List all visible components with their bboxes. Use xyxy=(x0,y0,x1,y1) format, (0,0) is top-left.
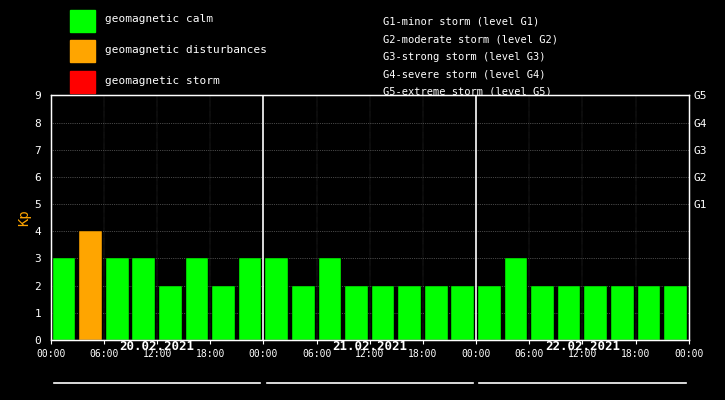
Y-axis label: Kp: Kp xyxy=(17,209,31,226)
FancyBboxPatch shape xyxy=(70,71,96,93)
Text: geomagnetic calm: geomagnetic calm xyxy=(105,14,213,24)
Bar xyxy=(558,286,581,340)
Bar xyxy=(425,286,447,340)
Bar xyxy=(398,286,421,340)
FancyBboxPatch shape xyxy=(70,40,96,62)
Bar xyxy=(664,286,687,340)
Bar xyxy=(79,231,102,340)
Bar xyxy=(531,286,554,340)
Bar xyxy=(186,258,208,340)
Text: geomagnetic disturbances: geomagnetic disturbances xyxy=(105,45,267,55)
Bar xyxy=(584,286,607,340)
Text: 21.02.2021: 21.02.2021 xyxy=(332,340,407,353)
Bar xyxy=(292,286,315,340)
Bar xyxy=(239,258,262,340)
Text: 20.02.2021: 20.02.2021 xyxy=(120,340,194,353)
Bar xyxy=(265,258,288,340)
Text: G1-minor storm (level G1): G1-minor storm (level G1) xyxy=(383,17,539,27)
FancyBboxPatch shape xyxy=(70,10,96,32)
Bar xyxy=(505,258,527,340)
Text: geomagnetic storm: geomagnetic storm xyxy=(105,76,220,86)
Bar xyxy=(372,286,394,340)
Text: G4-severe storm (level G4): G4-severe storm (level G4) xyxy=(383,69,545,79)
Bar xyxy=(159,286,182,340)
Bar xyxy=(637,286,660,340)
Bar xyxy=(478,286,501,340)
Text: G3-strong storm (level G3): G3-strong storm (level G3) xyxy=(383,52,545,62)
Text: 22.02.2021: 22.02.2021 xyxy=(545,340,620,353)
Text: G5-extreme storm (level G5): G5-extreme storm (level G5) xyxy=(383,87,551,97)
Bar xyxy=(133,258,155,340)
Bar xyxy=(452,286,474,340)
Bar xyxy=(106,258,128,340)
Bar xyxy=(611,286,634,340)
Bar xyxy=(53,258,75,340)
Bar xyxy=(318,258,341,340)
Text: G2-moderate storm (level G2): G2-moderate storm (level G2) xyxy=(383,34,558,44)
Bar xyxy=(345,286,368,340)
Bar xyxy=(212,286,235,340)
